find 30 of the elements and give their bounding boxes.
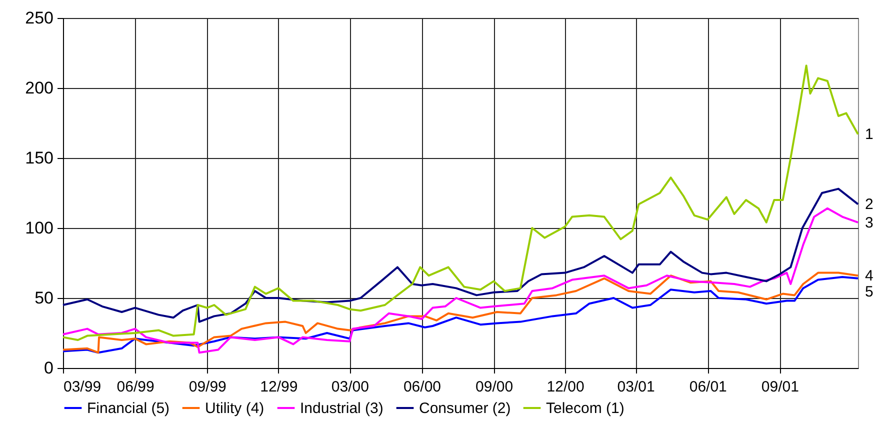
legend-label: Telecom (1)	[546, 400, 624, 417]
x-tick-label: 12/99	[260, 378, 298, 396]
x-tick-label: 09/00	[476, 378, 514, 396]
line-series	[62, 64, 859, 341]
line-series	[62, 207, 859, 354]
y-tick-label: 150	[25, 148, 54, 168]
text: 1	[865, 126, 874, 144]
y-tick-label: 250	[25, 8, 54, 28]
x-tick-label: 03/99	[64, 378, 102, 396]
text: 2	[865, 196, 874, 214]
x-tick-label: 06/00	[403, 378, 442, 396]
y-tick-label: 100	[25, 218, 54, 238]
legend-label: Industrial (3)	[300, 400, 384, 417]
text: 3	[865, 214, 874, 232]
y-tick-label: 200	[25, 78, 54, 98]
x-tick-label: 03/01	[617, 378, 655, 396]
y-tick-label: 50	[34, 288, 54, 308]
x-tick-label: 12/00	[546, 378, 584, 396]
x-tick-label: 09/99	[188, 378, 226, 396]
legend-label: Financial (5)	[87, 400, 170, 417]
x-tick-label: 06/01	[689, 378, 727, 396]
line-series	[62, 188, 859, 323]
x-tick-label: 09/01	[761, 378, 799, 396]
legend-label: Consumer (2)	[419, 400, 511, 417]
legend-label: Utility (4)	[205, 400, 264, 417]
y-tick-label: 0	[44, 358, 54, 378]
text: 5	[865, 284, 874, 301]
text: 4	[865, 268, 874, 285]
x-tick-label: 03/00	[331, 378, 369, 396]
x-tick-label: 06/99	[116, 378, 154, 396]
